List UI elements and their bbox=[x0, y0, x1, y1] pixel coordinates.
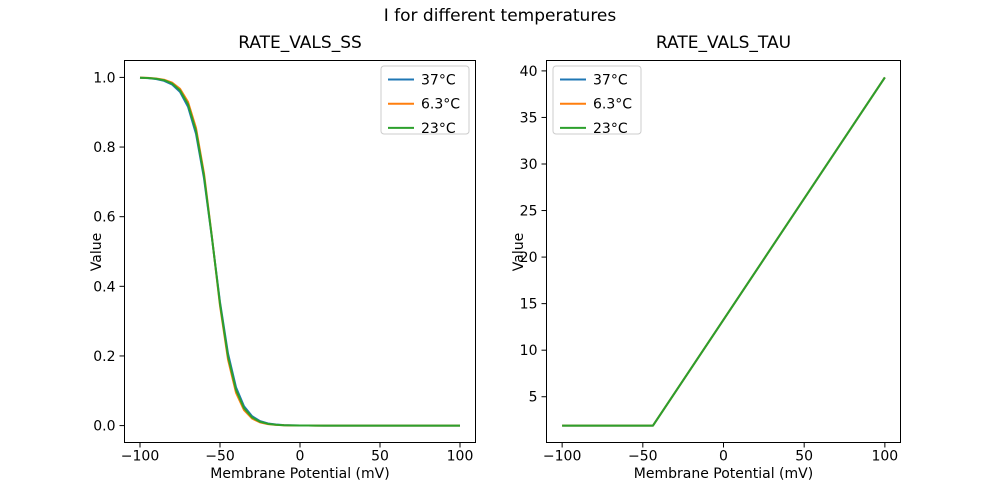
y-axis-label-tau: Value bbox=[511, 232, 528, 271]
plot-area-ss: −100 −50 0 50 100 0.0 0.2 0.4 0.6 0.8 1.0 37°C 6.3°C… bbox=[93, 60, 476, 465]
y-tick-label: 5 bbox=[529, 390, 538, 406]
x-tick-label: 0 bbox=[719, 449, 728, 465]
x-tick-label: 50 bbox=[795, 449, 813, 465]
y-tick-label: 0.8 bbox=[93, 140, 115, 156]
legend-label-1: 6.3°C bbox=[421, 97, 460, 113]
legend: 37°C 6.3°C 23°C bbox=[380, 65, 470, 137]
legend-frame bbox=[380, 65, 470, 135]
x-tick-label: 50 bbox=[371, 449, 389, 465]
y-tick-label: 0.0 bbox=[93, 419, 115, 435]
y-tick-label: 15 bbox=[520, 297, 538, 313]
axes-rate-vals-ss: RATE_VALS_SS Value Membrane Potential (m… bbox=[89, 33, 476, 482]
legend-label-1: 6.3°C bbox=[593, 97, 632, 113]
x-tick-label: −100 bbox=[543, 449, 581, 465]
y-tick-label: 0.2 bbox=[93, 349, 115, 365]
subplot-title-tau: RATE_VALS_TAU bbox=[655, 33, 792, 53]
series-line-2 bbox=[139, 76, 460, 427]
x-tick-label: 0 bbox=[296, 449, 305, 465]
axes-rate-vals-tau: RATE_VALS_TAU Value Membrane Potential (… bbox=[511, 33, 901, 482]
legend-frame bbox=[552, 65, 642, 135]
x-axis-label-ss: Membrane Potential (mV) bbox=[210, 466, 390, 482]
legend-label-2: 23°C bbox=[593, 121, 628, 137]
x-axis-label-tau: Membrane Potential (mV) bbox=[633, 466, 814, 482]
figure-suptitle: I for different temperatures bbox=[383, 6, 617, 26]
y-tick-label: 25 bbox=[520, 204, 538, 220]
axes-spines bbox=[546, 60, 901, 443]
plot-area-tau: −100 −50 0 50 100 5 10 15 20 25 30 35 40 37°C 6.3°C 23°… bbox=[520, 60, 901, 465]
legend: 37°C 6.3°C 23°C bbox=[552, 65, 642, 137]
x-tick-label: 100 bbox=[447, 449, 474, 465]
y-tick-label: 30 bbox=[520, 157, 538, 173]
y-tick-label: 1.0 bbox=[93, 70, 115, 86]
y-tick-label: 10 bbox=[520, 343, 538, 359]
y-axis-label-ss: Value bbox=[89, 232, 106, 271]
x-tick-label: −50 bbox=[628, 449, 658, 465]
x-tick-label: 100 bbox=[871, 449, 898, 465]
x-tick-label: −50 bbox=[205, 449, 235, 465]
y-tick-label: 0.6 bbox=[93, 210, 115, 226]
x-tick-label: −100 bbox=[121, 449, 159, 465]
series-line-2 bbox=[562, 76, 886, 427]
legend-label-0: 37°C bbox=[421, 73, 456, 89]
subplot-title-ss: RATE_VALS_SS bbox=[238, 33, 362, 53]
y-tick-label: 20 bbox=[520, 250, 538, 266]
legend-label-0: 37°C bbox=[593, 73, 628, 89]
legend-label-2: 23°C bbox=[421, 121, 456, 137]
axes-spines bbox=[124, 60, 476, 443]
y-tick-label: 0.4 bbox=[93, 279, 115, 295]
y-tick-label: 35 bbox=[520, 110, 538, 126]
y-tick-label: 40 bbox=[520, 64, 538, 80]
